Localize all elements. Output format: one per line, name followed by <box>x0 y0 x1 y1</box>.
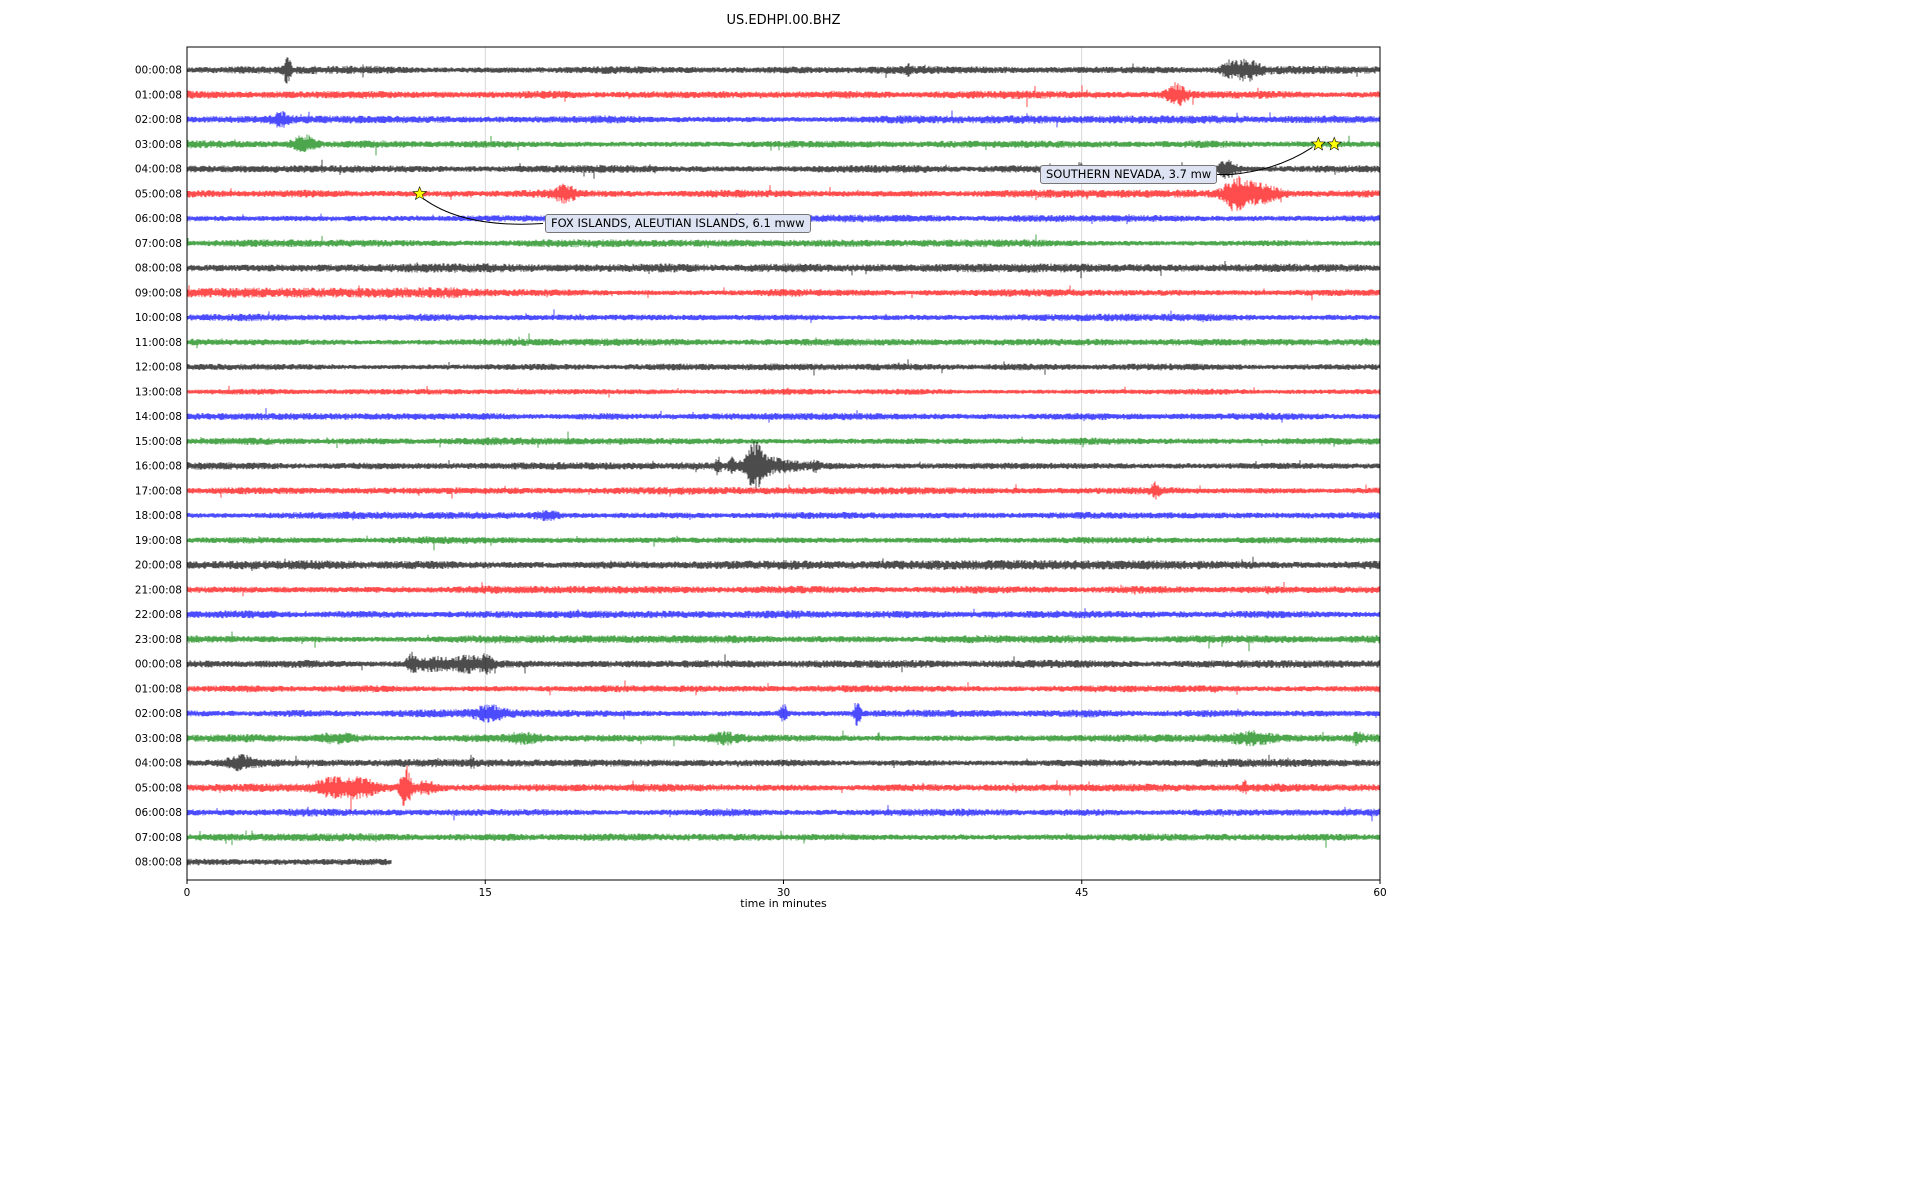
event-star-icon <box>1310 136 1326 151</box>
tick-label: 0 <box>184 887 191 899</box>
row-label: 04:00:08 <box>135 758 182 770</box>
row-label: 05:00:08 <box>135 782 182 794</box>
row-label: 07:00:08 <box>135 238 182 250</box>
tick-label: 15 <box>479 887 492 899</box>
event-annotation-fox-islands: FOX ISLANDS, ALEUTIAN ISLANDS, 6.1 mww <box>545 214 811 233</box>
row-label: 02:00:08 <box>135 708 182 720</box>
row-label: 03:00:08 <box>135 139 182 151</box>
tick-label: 60 <box>1373 887 1386 899</box>
row-label: 02:00:08 <box>135 114 182 126</box>
chart-title: US.EDHPI.00.BHZ <box>726 13 841 28</box>
row-label: 06:00:08 <box>135 213 182 225</box>
row-label: 07:00:08 <box>135 832 182 844</box>
row-label: 13:00:08 <box>135 386 182 398</box>
row-label: 20:00:08 <box>135 560 182 572</box>
row-label: 16:00:08 <box>135 461 182 473</box>
row-label: 05:00:08 <box>135 188 182 200</box>
row-label: 18:00:08 <box>135 510 182 522</box>
row-label: 01:00:08 <box>135 683 182 695</box>
row-label: 12:00:08 <box>135 362 182 374</box>
row-label: 23:00:08 <box>135 634 182 646</box>
annotation-connector <box>1217 146 1313 175</box>
row-label: 17:00:08 <box>135 485 182 497</box>
row-label: 03:00:08 <box>135 733 182 745</box>
row-label: 10:00:08 <box>135 312 182 324</box>
row-label: 01:00:08 <box>135 89 182 101</box>
event-annotation-southern-nevada: SOUTHERN NEVADA, 3.7 mw <box>1040 165 1218 184</box>
row-label: 21:00:08 <box>135 584 182 596</box>
seismogram-trace <box>186 858 392 866</box>
row-label: 00:00:08 <box>135 659 182 671</box>
row-label: 14:00:08 <box>135 411 182 423</box>
row-label: 08:00:08 <box>135 857 182 869</box>
annotation-connector <box>423 198 544 225</box>
x-axis-label: time in minutes <box>740 897 827 910</box>
row-label: 04:00:08 <box>135 164 182 176</box>
tick-label: 30 <box>777 887 790 899</box>
event-star-icon <box>1326 136 1342 151</box>
row-label: 06:00:08 <box>135 807 182 819</box>
row-label: 11:00:08 <box>135 337 182 349</box>
row-label: 00:00:08 <box>135 65 182 77</box>
row-label: 09:00:08 <box>135 287 182 299</box>
event-star-icon <box>412 185 428 201</box>
row-label: 08:00:08 <box>135 263 182 275</box>
row-label: 22:00:08 <box>135 609 182 621</box>
tick-label: 45 <box>1075 887 1088 899</box>
row-label: 19:00:08 <box>135 535 182 547</box>
row-label: 15:00:08 <box>135 436 182 448</box>
